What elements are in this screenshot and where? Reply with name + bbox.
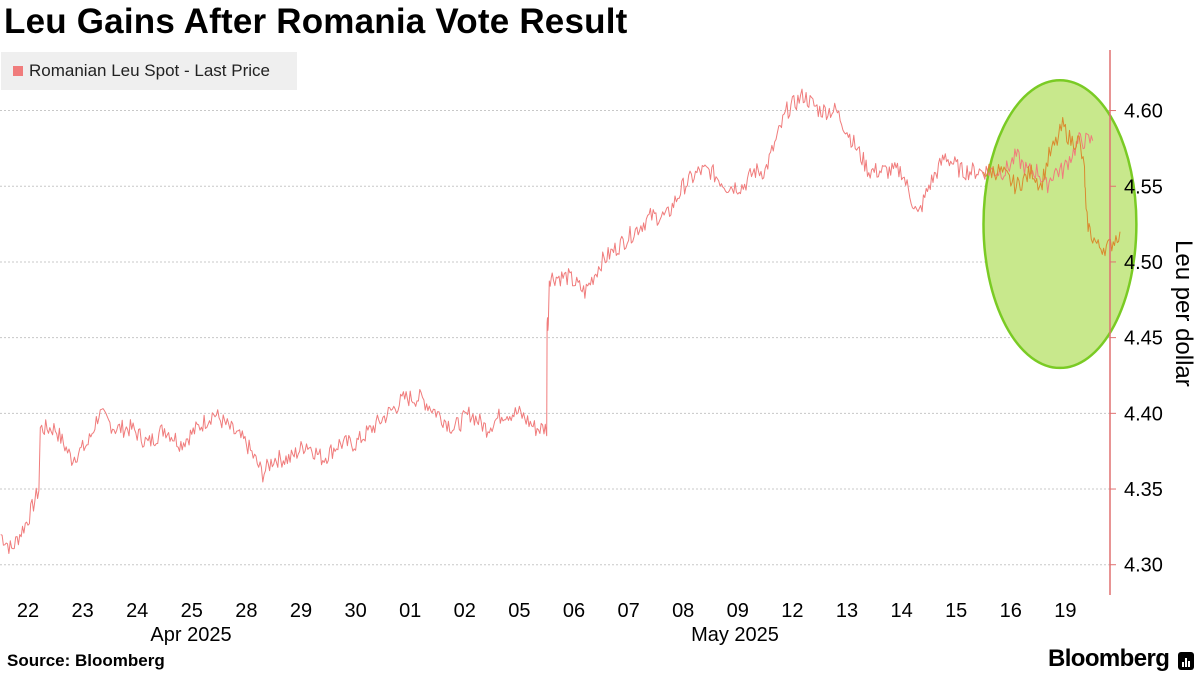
y-tick-label: 4.40 [1124,403,1163,425]
series-line-0 [0,88,1094,554]
x-tick-label: 09 [727,600,749,622]
x-tick-label: 02 [454,600,476,622]
x-tick-label: 06 [563,600,585,622]
grid-lines [0,110,1110,566]
y-axis-ticks: 4.30 4.35 4.40 4.45 4.50 4.55 4.60 [1110,101,1163,577]
x-tick-label: 13 [836,600,858,622]
x-tick-label: 23 [71,600,93,622]
bloomberg-chart-icon [1178,652,1194,670]
x-tick-label: 08 [672,600,694,622]
x-tick-label: 28 [235,600,257,622]
x-tick-label: 22 [17,600,39,622]
y-tick-label: 4.35 [1124,479,1163,501]
y-tick-label: 4.50 [1124,252,1163,274]
legend-label: Romanian Leu Spot - Last Price [29,61,270,80]
x-tick-label: 12 [781,600,803,622]
x-tick-label: 15 [945,600,967,622]
y-tick-label: 4.55 [1124,176,1163,198]
series-line-1 [983,117,1121,257]
x-tick-label: 14 [890,600,912,622]
x-tick-label: 16 [1000,600,1022,622]
x-tick-label: 30 [344,600,366,622]
chart-title: Leu Gains After Romania Vote Result [4,2,628,41]
x-tick-label: 07 [617,600,639,622]
y-tick-label: 4.60 [1124,101,1163,123]
source-note: Source: Bloomberg [7,651,165,670]
series-lines [0,88,1121,554]
y-tick-label: 4.45 [1124,328,1163,350]
x-tick-label: 05 [508,600,530,622]
x-tick-label: 25 [181,600,203,622]
x-tick-label: 24 [126,600,148,622]
x-tick-label: 19 [1054,600,1076,622]
x-axis-ticks: 22 23 24 25 28 29 30 01 02 05 06 07 08 09 12 13 14 15 16 19… [17,600,1077,646]
annotations [982,79,1138,370]
x-tick-label: 29 [290,600,312,622]
highlight-ellipse [982,79,1138,370]
y-tick-label: 4.30 [1124,555,1163,577]
month-label-may: May 2025 [691,624,779,646]
bloomberg-logo: Bloomberg [1048,645,1170,672]
legend-swatch [13,66,23,76]
month-label-apr: Apr 2025 [150,624,231,646]
y-axis-label: Leu per dollar [1170,240,1197,387]
x-tick-label: 01 [399,600,421,622]
legend: Romanian Leu Spot - Last Price [1,52,297,90]
